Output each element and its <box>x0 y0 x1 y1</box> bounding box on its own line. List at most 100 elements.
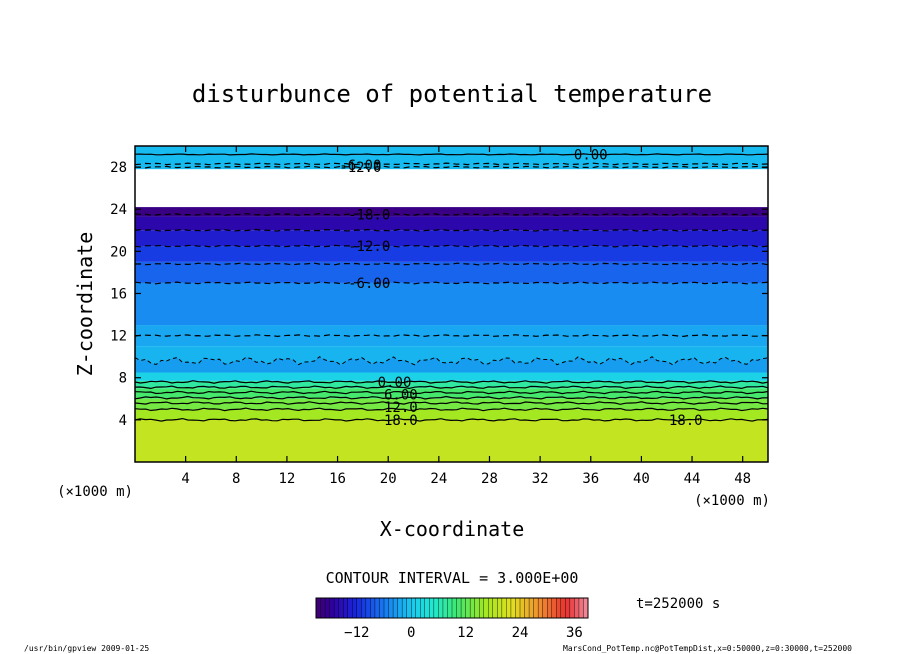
footer-right: MarsCond_PotTemp.nc@PotTempDist,x=0:5000… <box>563 644 852 653</box>
colorbar-cell-30 <box>451 597 458 619</box>
colorbar-cell-38 <box>488 597 494 619</box>
colorbar-cell-36 <box>479 597 485 619</box>
colorbar-cell-52 <box>551 597 557 619</box>
x-axis-ticks: 4 8 12 16 20 24 28 32 36 40 44 48 <box>181 146 751 487</box>
chart-title: disturbunce of potential temperature <box>192 80 712 108</box>
contour-line-0 <box>134 417 769 422</box>
contour-line-12 <box>134 212 769 216</box>
x-unit-label: (×1000 m) <box>694 493 770 509</box>
y-tick-label-3: 16 <box>110 286 127 302</box>
colorbar-cell-40 <box>497 597 503 619</box>
colorbar-cell-54 <box>560 597 566 619</box>
colorbar-cell-47 <box>528 597 535 619</box>
colorbar-cell-14 <box>379 597 385 619</box>
x-tick-label-1: 8 <box>232 471 240 487</box>
colorbar-cell-43 <box>510 597 516 619</box>
contour-line-10 <box>134 244 769 248</box>
colorbar-cell-26 <box>433 597 439 619</box>
colorbar-cell-58 <box>578 597 584 619</box>
fill-bands <box>135 146 768 462</box>
colorbar-cell-48 <box>533 597 539 619</box>
colorbar-ticks: −12 0 12 24 36 <box>344 625 583 641</box>
fill-band-0 <box>135 419 768 462</box>
colorbar-cell-1 <box>320 597 326 619</box>
contour-line-13 <box>134 165 769 169</box>
colorbar-cell-11 <box>365 597 371 619</box>
colorbar-cell-0 <box>315 597 322 619</box>
fill-band-12 <box>135 216 768 231</box>
colorbar-cell-41 <box>501 597 507 619</box>
colorbar-cell-15 <box>383 597 390 619</box>
fill-band-1 <box>135 409 768 420</box>
colorbar-cell-34 <box>469 597 476 619</box>
x-tick-label-10: 44 <box>684 471 701 487</box>
colorbar-cell-56 <box>569 597 575 619</box>
contour-label-7: -18.0 <box>348 207 390 223</box>
contour-line-9 <box>134 262 769 266</box>
x-tick-label-11: 48 <box>734 471 751 487</box>
colorbar-cell-27 <box>438 597 444 619</box>
colorbar-cell-7 <box>347 597 353 619</box>
contour-line-15 <box>134 153 769 156</box>
y-tick-label-1: 8 <box>119 371 127 387</box>
y-axis-ticks: 4 8 12 16 20 24 28 <box>110 160 768 429</box>
fill-band-10 <box>135 246 768 262</box>
colorbar-cell-31 <box>456 597 462 619</box>
colorbar-cell-20 <box>406 597 412 619</box>
x-axis-label: X-coordinate <box>380 517 525 541</box>
contour-line-4 <box>134 390 769 395</box>
colorbar-cell-9 <box>356 597 362 619</box>
x-tick-label-8: 36 <box>582 471 599 487</box>
colorbar-cell-51 <box>547 597 553 619</box>
colorbar-cell-42 <box>506 597 512 619</box>
colorbar-tick-label-0: −12 <box>344 625 369 641</box>
fill-band-3 <box>135 388 768 399</box>
x-tick-label-3: 16 <box>329 471 346 487</box>
contour-line-3 <box>134 395 768 400</box>
colorbar-cell-39 <box>492 597 498 619</box>
fill-band-4 <box>135 380 768 389</box>
x-tick-label-4: 20 <box>380 471 397 487</box>
colorbar-cell-25 <box>429 597 435 619</box>
fill-blobs <box>135 356 768 373</box>
footer-left: /usr/bin/gpview 2009-01-25 <box>24 644 149 653</box>
colorbar <box>315 597 589 619</box>
fill-band-8 <box>135 282 768 326</box>
colorbar-cell-53 <box>556 597 562 619</box>
contour-label-10: 0.00 <box>574 147 608 163</box>
colorbar-cell-2 <box>324 597 331 619</box>
colorbar-cell-17 <box>392 597 399 619</box>
x-tick-label-7: 32 <box>532 471 549 487</box>
y-tick-label-6: 28 <box>110 160 127 176</box>
colorbar-cell-45 <box>519 597 526 619</box>
fill-band-2 <box>135 398 768 410</box>
colorbar-tick-label-1: 0 <box>407 625 415 641</box>
y-tick-label-0: 4 <box>119 413 127 429</box>
x-tick-label-5: 24 <box>430 471 447 487</box>
contour-label-8: -6.00 <box>339 158 381 174</box>
contour-labels: 18.0 18.012.06.000.00-6.00-12.0-18.0-6.00… <box>339 147 702 428</box>
colorbar-cell-8 <box>352 597 358 619</box>
colorbar-cell-16 <box>388 597 394 619</box>
plot-area: 18.0 18.012.06.000.00-6.00-12.0-18.0-6.00… <box>110 145 769 487</box>
fill-band-13 <box>135 207 768 217</box>
time-text: t=252000 s <box>636 596 720 612</box>
x-tick-label-2: 12 <box>278 471 295 487</box>
contour-line-14 <box>134 162 769 166</box>
colorbar-cell-12 <box>370 597 376 619</box>
colorbar-cell-50 <box>542 597 548 619</box>
y-tick-label-5: 24 <box>110 202 127 218</box>
contour-line-2 <box>134 401 769 405</box>
colorbar-cell-44 <box>515 597 521 619</box>
colorbar-cell-19 <box>401 597 408 619</box>
x-tick-label-6: 28 <box>481 471 498 487</box>
colorbar-cell-33 <box>465 597 471 619</box>
contour-label-4: 0.00 <box>378 375 412 391</box>
plot-frame <box>134 145 769 463</box>
fill-band-7 <box>135 325 768 347</box>
contour-label-3: 6.00 <box>384 388 418 404</box>
y-tick-label-4: 20 <box>110 244 127 260</box>
colorbar-cell-5 <box>338 597 344 619</box>
colorbar-cell-29 <box>447 597 453 619</box>
y-tick-label-2: 12 <box>110 329 127 345</box>
